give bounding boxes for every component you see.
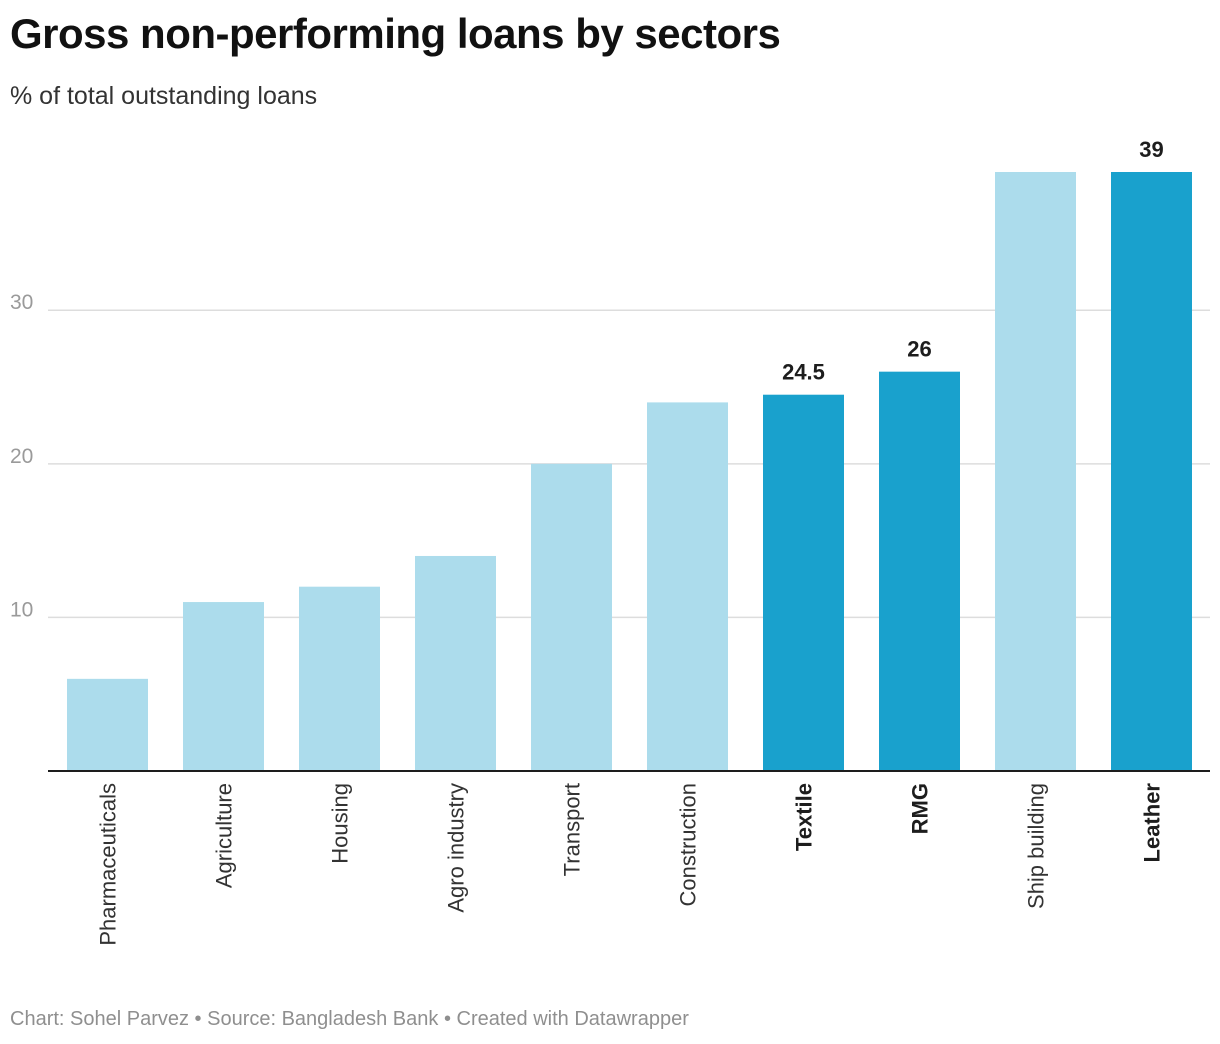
y-tick-label: 30 xyxy=(10,291,33,314)
bar-pharmaceuticals xyxy=(67,678,148,771)
bar-ship-building xyxy=(995,172,1076,771)
footer-separator: • xyxy=(188,1008,208,1030)
created-with: Created with Datawrapper xyxy=(456,1008,689,1030)
x-category-label: RMG xyxy=(908,783,933,834)
x-category-label: Pharmaceuticals xyxy=(96,783,121,946)
y-tick-label: 20 xyxy=(10,445,33,468)
bar-chart: 10 20 30 Pharmaceuticals Agriculture Housing A… xyxy=(10,137,1210,946)
x-category-label: Housing xyxy=(328,783,353,864)
x-category-label: Ship building xyxy=(1024,783,1049,909)
x-category-label: Agriculture xyxy=(212,783,237,888)
source-credit: Source: Bangladesh Bank xyxy=(207,1008,439,1030)
bar-agro-industry xyxy=(415,555,496,771)
bar-agriculture xyxy=(183,602,264,771)
chart-credit: Chart: Sohel Parvez xyxy=(10,1008,189,1030)
data-label: 24.5 xyxy=(782,360,825,385)
x-category-label: Transport xyxy=(560,783,585,876)
bar-textile xyxy=(763,394,844,771)
y-tick-label: 10 xyxy=(10,598,33,621)
footer-separator: • xyxy=(438,1008,457,1030)
bar-housing xyxy=(299,586,380,771)
chart-title: Gross non-performing loans by sectors xyxy=(10,10,781,57)
x-category-label: Construction xyxy=(676,783,701,907)
bar-leather xyxy=(1111,172,1192,771)
bar-transport xyxy=(531,463,612,771)
data-label: 26 xyxy=(907,337,931,362)
x-category-label: Leather xyxy=(1140,783,1165,863)
data-label: 39 xyxy=(1139,137,1163,162)
x-category-label: Agro industry xyxy=(444,783,469,913)
bar-rmg xyxy=(879,371,960,771)
chart-footer: Chart: Sohel Parvez • Source: Bangladesh… xyxy=(10,1008,689,1031)
chart-subtitle: % of total outstanding loans xyxy=(10,82,318,110)
bar-construction xyxy=(647,402,728,771)
x-category-label: Textile xyxy=(792,783,817,851)
